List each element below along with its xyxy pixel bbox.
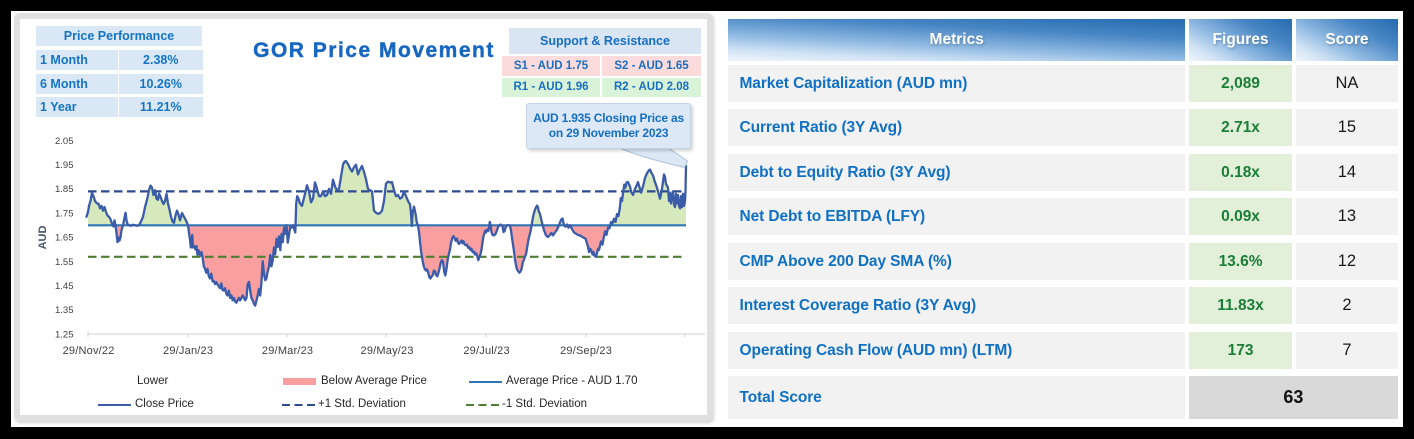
svg-text:2.05: 2.05 <box>55 136 74 147</box>
svg-text:29/Mar/23: 29/Mar/23 <box>262 345 313 357</box>
svg-text:1.85: 1.85 <box>55 184 74 195</box>
svg-text:1.45: 1.45 <box>55 281 74 292</box>
svg-text:29/May/23: 29/May/23 <box>361 345 414 357</box>
svg-text:29/Nov/22: 29/Nov/22 <box>63 345 115 357</box>
svg-text:1.95: 1.95 <box>55 160 74 171</box>
svg-text:29/Jan/23: 29/Jan/23 <box>163 345 213 357</box>
svg-text:1.25: 1.25 <box>55 329 74 340</box>
svg-text:AUD: AUD <box>37 226 49 250</box>
svg-text:29/Sep/23: 29/Sep/23 <box>560 345 612 357</box>
svg-text:29/Jul/23: 29/Jul/23 <box>463 345 509 357</box>
svg-text:1.35: 1.35 <box>55 305 74 316</box>
svg-text:1.55: 1.55 <box>55 257 74 268</box>
svg-text:1.65: 1.65 <box>55 233 74 244</box>
svg-text:1.75: 1.75 <box>55 208 74 219</box>
